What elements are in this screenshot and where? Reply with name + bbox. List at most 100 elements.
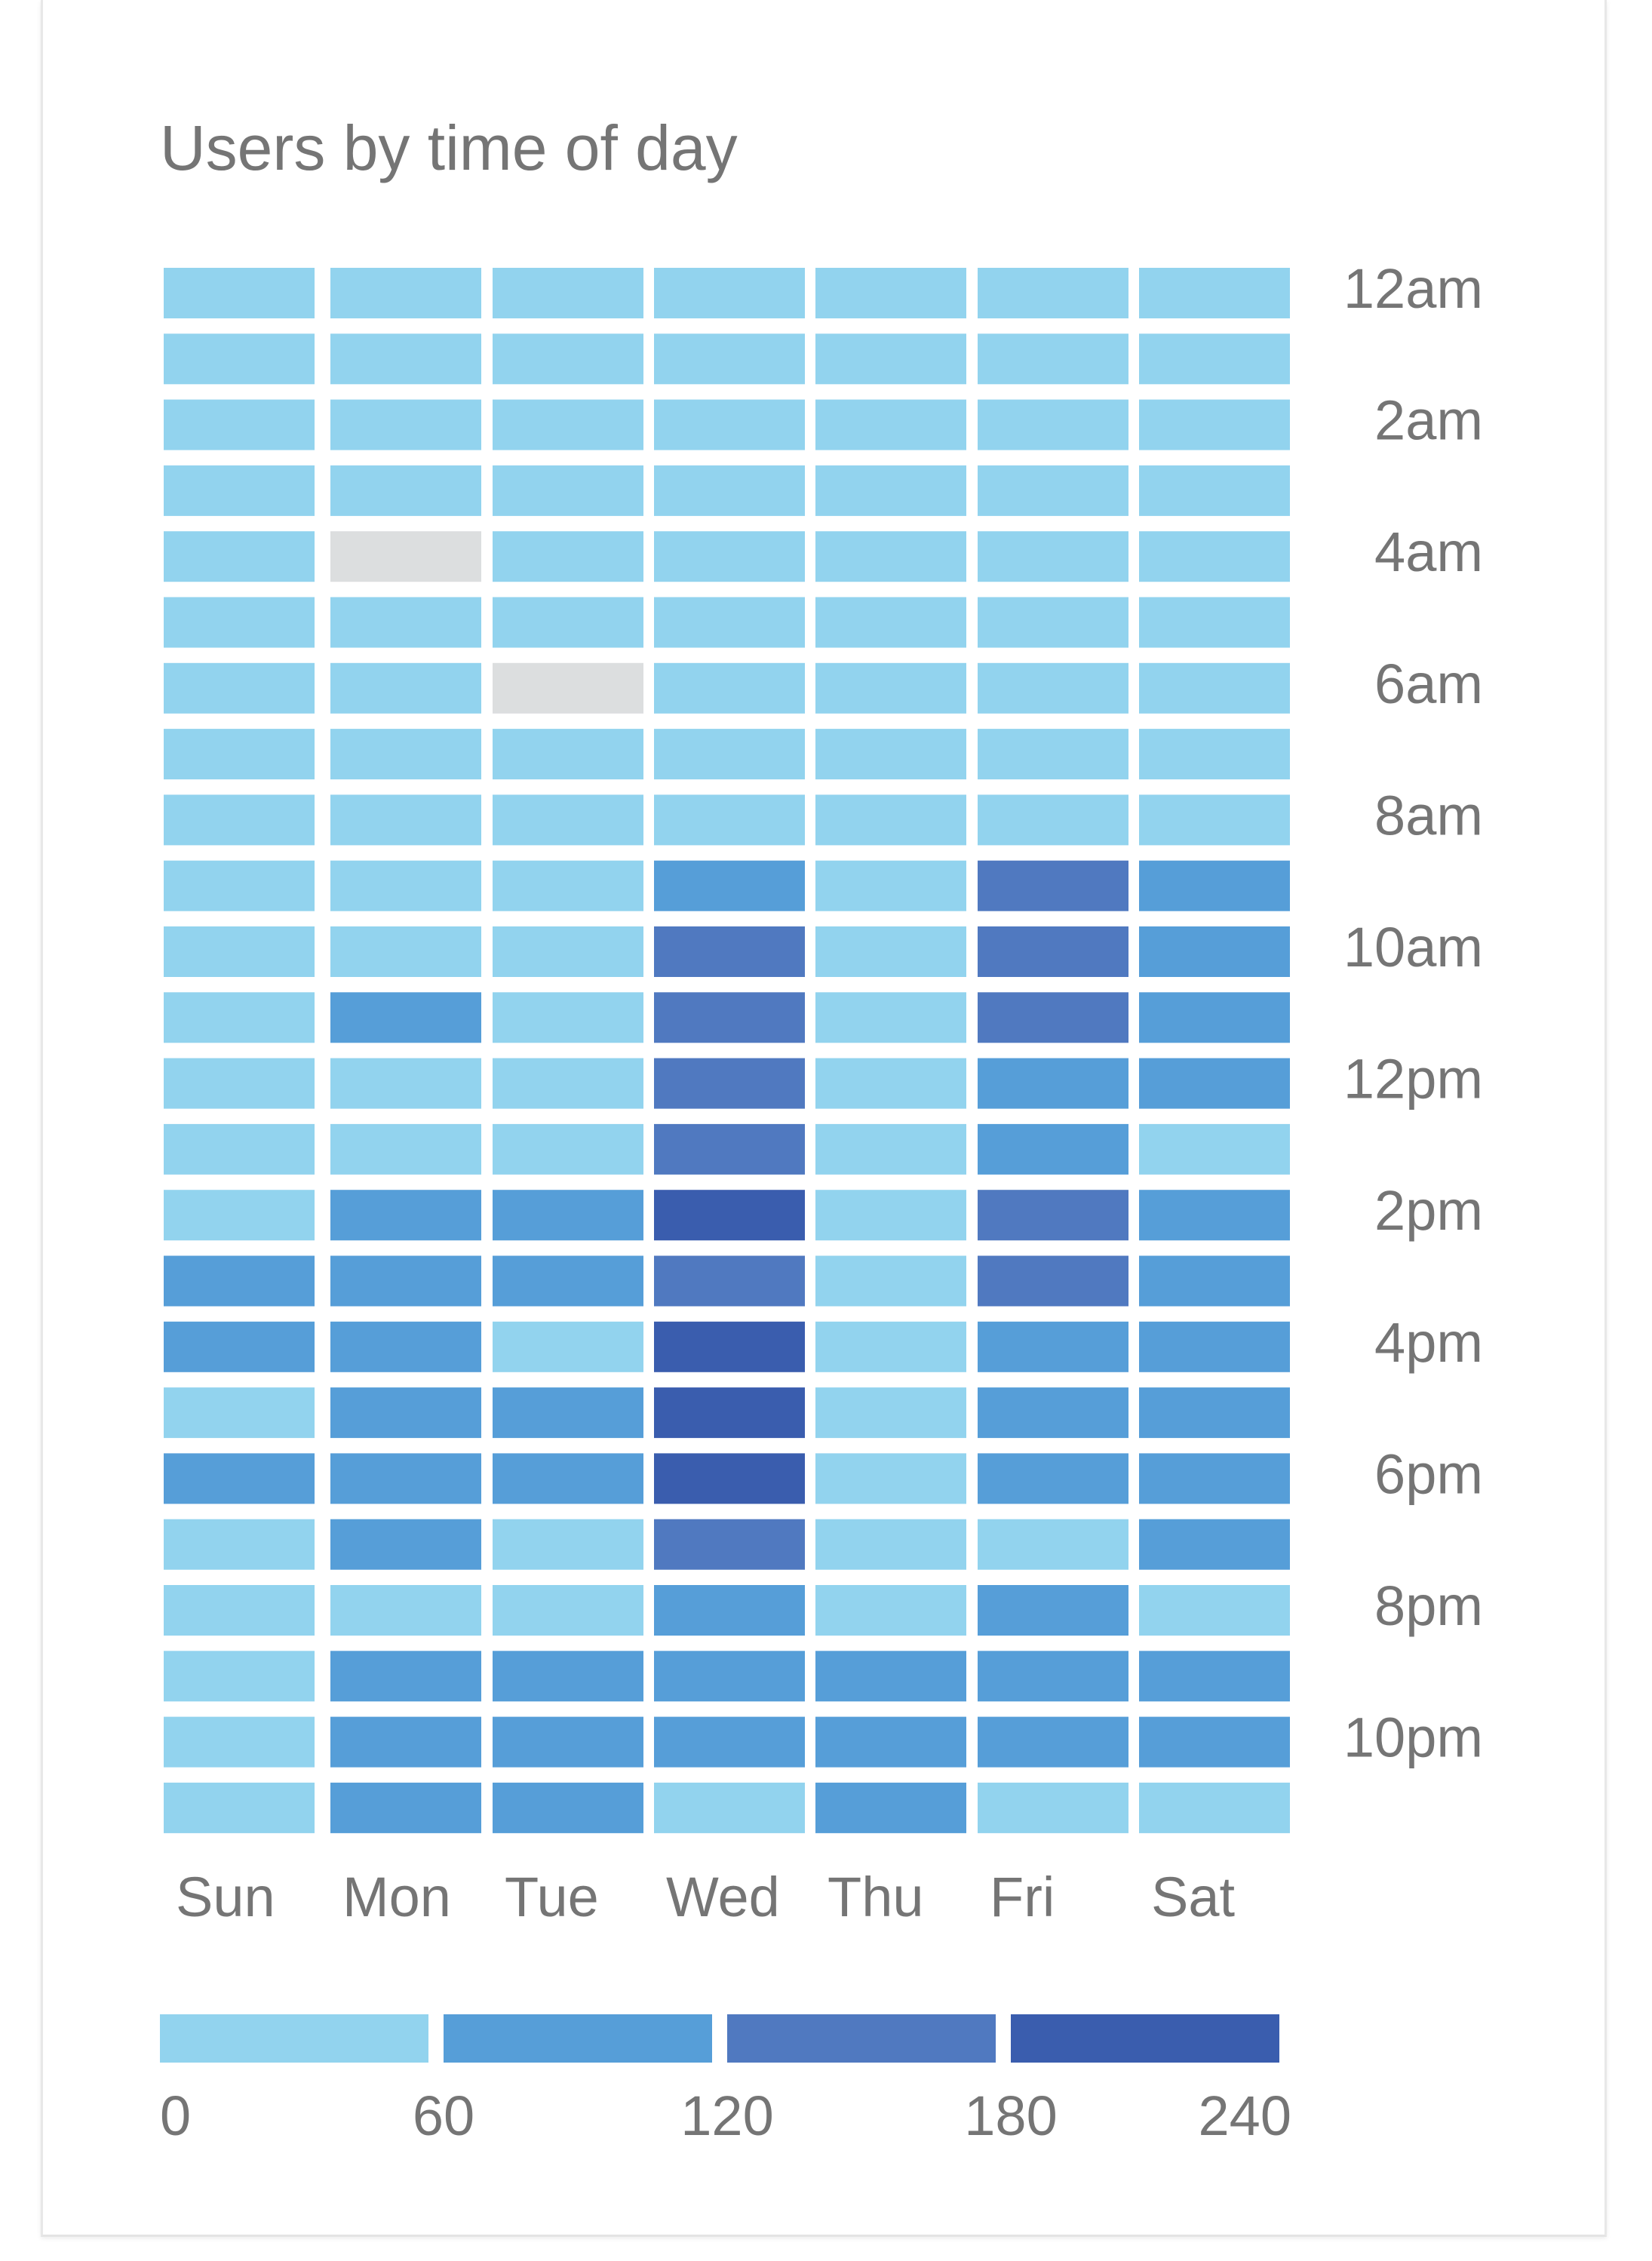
heatmap-cell <box>654 1321 805 1372</box>
heatmap-cell <box>978 926 1128 977</box>
x-tick-label: Wed <box>666 1866 780 1928</box>
heatmap-cell <box>978 860 1128 911</box>
heatmap-cell <box>815 333 966 385</box>
heatmap-cell <box>1139 1651 1290 1702</box>
heatmap-cell <box>978 1123 1128 1175</box>
heatmap-cell <box>330 597 481 648</box>
heatmap-cell <box>654 729 805 780</box>
heatmap-cell <box>978 1058 1128 1109</box>
heatmap-cell <box>164 333 315 385</box>
heatmap-cell <box>815 268 966 318</box>
heatmap-cell <box>493 1782 643 1833</box>
heatmap-cell <box>1139 465 1290 516</box>
heatmap-cell <box>1139 926 1290 977</box>
heatmap-cell <box>493 1058 643 1109</box>
heatmap-cell <box>330 1519 481 1570</box>
heatmap-cell <box>1139 1123 1290 1175</box>
heatmap-cell <box>978 1255 1128 1307</box>
heatmap-cell <box>1139 1585 1290 1636</box>
heatmap-cell <box>493 1519 643 1570</box>
heatmap-cell <box>493 662 643 714</box>
heatmap-cell <box>493 1123 643 1175</box>
heatmap-cell <box>654 1519 805 1570</box>
heatmap-cell <box>815 1651 966 1702</box>
heatmap-cell <box>654 1058 805 1109</box>
heatmap-cell <box>330 1321 481 1372</box>
heatmap-cell <box>1139 992 1290 1043</box>
x-tick-label: Mon <box>342 1866 451 1928</box>
legend-swatch <box>727 2014 996 2063</box>
heatmap-cell <box>978 465 1128 516</box>
heatmap-cell <box>1139 333 1290 385</box>
heatmap-cell <box>654 794 805 846</box>
heatmap-cell <box>815 992 966 1043</box>
heatmap-cell <box>978 1453 1128 1504</box>
heatmap-cell <box>164 1716 315 1768</box>
heatmap-cell <box>1139 1519 1290 1570</box>
heatmap-cell <box>978 1321 1128 1372</box>
heatmap-cell <box>493 531 643 582</box>
heatmap-cell <box>815 399 966 450</box>
heatmap-cell <box>164 399 315 450</box>
heatmap-cell <box>978 729 1128 780</box>
y-tick-label: 2am <box>1374 389 1483 452</box>
heatmap-cell <box>654 662 805 714</box>
heatmap-cell <box>330 268 481 318</box>
heatmap-cell <box>815 1585 966 1636</box>
x-tick-label: Fri <box>990 1866 1055 1928</box>
y-tick-label: 8pm <box>1374 1574 1483 1637</box>
heatmap-cell <box>654 926 805 977</box>
heatmap-cell <box>164 1453 315 1504</box>
y-tick-label: 12am <box>1343 257 1483 320</box>
heatmap-cell <box>493 1190 643 1241</box>
heatmap-cell <box>1139 399 1290 450</box>
heatmap-cell <box>1139 1058 1290 1109</box>
heatmap-cell <box>1139 662 1290 714</box>
heatmap-cell <box>164 662 315 714</box>
heatmap-cell <box>815 1321 966 1372</box>
heatmap-cell <box>1139 794 1290 846</box>
heatmap-cell <box>978 1387 1128 1439</box>
heatmap-cell <box>330 1782 481 1833</box>
heatmap-cell <box>815 1782 966 1833</box>
heatmap-cell <box>493 860 643 911</box>
x-tick-label: Sat <box>1151 1866 1236 1928</box>
heatmap-cell <box>1139 268 1290 318</box>
heatmap-cell <box>493 1651 643 1702</box>
card-title: Users by time of day <box>160 112 738 183</box>
heatmap-cell <box>978 1651 1128 1702</box>
y-tick-label: 4am <box>1374 521 1483 583</box>
heatmap-cell <box>978 1716 1128 1768</box>
heatmap-cell <box>1139 1453 1290 1504</box>
legend-swatch <box>444 2014 712 2063</box>
heatmap-cell <box>654 860 805 911</box>
heatmap-cell <box>164 1782 315 1833</box>
heatmap-cell <box>815 1058 966 1109</box>
heatmap-cell <box>164 597 315 648</box>
heatmap-cell <box>330 662 481 714</box>
legend-tick-label: 60 <box>413 2084 474 2147</box>
x-tick-label: Thu <box>828 1866 924 1928</box>
heatmap-cell <box>330 794 481 846</box>
heatmap-cell <box>978 992 1128 1043</box>
heatmap-cell <box>164 1190 315 1241</box>
heatmap-cell <box>654 992 805 1043</box>
heatmap-cell <box>493 1585 643 1636</box>
legend-tick-label: 180 <box>964 2084 1057 2147</box>
heatmap-cell <box>978 1585 1128 1636</box>
heatmap-cell <box>164 268 315 318</box>
heatmap-cell <box>493 1716 643 1768</box>
heatmap-cell <box>493 597 643 648</box>
heatmap-cell <box>654 1716 805 1768</box>
heatmap-cell <box>330 1651 481 1702</box>
heatmap-cell <box>330 992 481 1043</box>
y-tick-label: 6am <box>1374 653 1483 715</box>
heatmap-cell <box>330 1190 481 1241</box>
heatmap-cell <box>330 1585 481 1636</box>
heatmap-cell <box>654 1123 805 1175</box>
heatmap-cell <box>978 662 1128 714</box>
heatmap-cell <box>654 268 805 318</box>
legend-swatch <box>160 2014 428 2063</box>
heatmap-cell <box>493 794 643 846</box>
heatmap-cell <box>164 992 315 1043</box>
